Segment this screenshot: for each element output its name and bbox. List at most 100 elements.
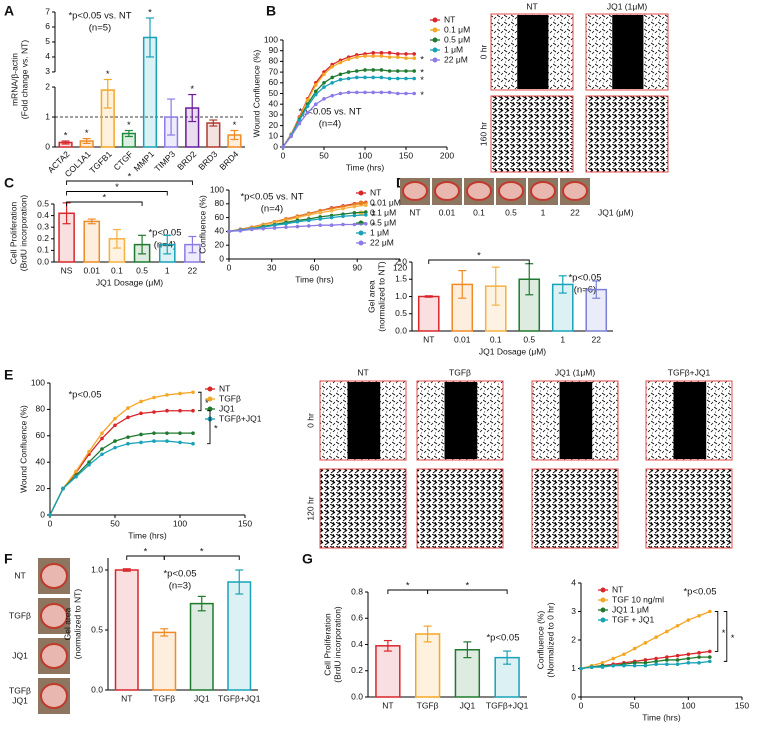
y-tick-label: 0.0 [37, 256, 49, 266]
bar [152, 631, 177, 691]
data-point [352, 213, 357, 218]
wound-band [612, 15, 644, 89]
dish-label: 0.1 [473, 207, 485, 217]
legend-marker [432, 37, 438, 43]
data-point [100, 447, 104, 451]
data-point [675, 662, 680, 667]
data-point [126, 415, 130, 420]
data-point [250, 227, 254, 232]
data-point [352, 210, 357, 215]
comparison-label: * [115, 182, 119, 193]
data-point [100, 452, 104, 457]
dish-label: TGFβ [9, 685, 31, 695]
data-point [371, 90, 376, 95]
data-point [396, 69, 400, 73]
data-point [387, 90, 392, 95]
x-tick-label: 50 [110, 518, 120, 528]
data-point [675, 658, 680, 662]
x-tick-label: TGFB1 [87, 149, 114, 176]
y-axis-label: Cell Proliferation [8, 202, 18, 265]
y-tick-label: 0.5 [37, 198, 49, 208]
x-tick-label: JQ1 [460, 700, 476, 710]
dish-unit-label: JQ1 (μM) [598, 207, 634, 217]
y-tick-label: 100 [31, 377, 45, 387]
dish [40, 603, 68, 629]
bar [414, 633, 441, 698]
y-tick-label: 40 [269, 98, 279, 108]
data-point [191, 390, 195, 395]
legend-label: NT [219, 383, 230, 393]
legend-label: 0.5 μM [370, 217, 396, 227]
y-axis-label: (normalized to NT) [376, 261, 386, 332]
data-point [697, 651, 701, 655]
dish-label: NT [14, 570, 25, 580]
comparison-bracket [66, 191, 168, 196]
y-axis-label: (BrdU incorporation) [332, 606, 342, 683]
data-point [165, 408, 169, 413]
y-tick-label: 0.4 [37, 210, 49, 220]
y-tick-label: 2 [571, 634, 576, 644]
data-point [364, 222, 368, 226]
data-point [126, 435, 130, 439]
data-point [396, 76, 400, 81]
y-tick-label: 60 [269, 77, 279, 87]
data-point [643, 663, 648, 668]
x-tick-label: TIMP3 [152, 149, 177, 174]
x-tick-label: NT [423, 334, 434, 344]
legend-label: TGF + JQ1 [612, 614, 655, 624]
x-tick-label: 200 [440, 150, 454, 160]
legend-label: TGFβ+JQ1 [219, 413, 262, 423]
data-point [346, 70, 351, 74]
image-column-label: NT [526, 1, 537, 11]
data-point [579, 666, 583, 671]
data-point [346, 76, 351, 81]
data-point [314, 92, 318, 97]
data-point [708, 655, 712, 659]
data-point [341, 222, 345, 227]
data-point [686, 656, 691, 661]
x-tick-label: 0.5 [523, 334, 535, 344]
legend-marker [207, 396, 213, 402]
y-tick-label: 3 [45, 66, 50, 76]
panel-letter: G [302, 551, 313, 567]
x-tick-label: TGFβ+JQ1 [486, 700, 529, 710]
dish [40, 563, 68, 589]
data-point [307, 224, 311, 228]
legend-marker [207, 386, 213, 392]
dish [434, 181, 460, 201]
x-tick-label: BRD3 [196, 149, 219, 172]
data-point [329, 215, 334, 220]
y-tick-label: 3 [571, 606, 576, 616]
data-point [152, 395, 156, 400]
y-tick-label: 70 [269, 66, 279, 76]
data-point [686, 652, 691, 657]
x-tick-label: TGFβ [417, 700, 439, 710]
bar [227, 581, 252, 691]
y-tick-label: 80 [36, 404, 46, 414]
data-point [371, 51, 376, 55]
data-point [379, 75, 384, 80]
wound-band [517, 15, 549, 89]
data-point [261, 226, 266, 231]
bar [417, 295, 440, 332]
annotation: (n=5) [89, 23, 111, 34]
bar [375, 645, 401, 698]
dish [498, 181, 524, 201]
dish-label: JQ1 [12, 695, 28, 705]
data-point [330, 75, 335, 80]
data-point [139, 440, 143, 445]
data-point [412, 76, 417, 81]
data-point [396, 91, 400, 96]
legend-label: 0.5 μM [444, 34, 470, 44]
bar [83, 220, 101, 263]
legend-label: 1 μM [444, 44, 463, 54]
annotation: *p<0.05 vs. NT [68, 11, 131, 22]
y-axis-label: (BrdU incorporation) [18, 195, 28, 272]
data-point [412, 91, 417, 96]
data-point [191, 441, 195, 446]
x-tick-label: 1 [560, 334, 565, 344]
image-column-label: TGFβ [449, 367, 471, 377]
y-tick-label: 80 [269, 56, 279, 66]
data-point [346, 57, 351, 62]
